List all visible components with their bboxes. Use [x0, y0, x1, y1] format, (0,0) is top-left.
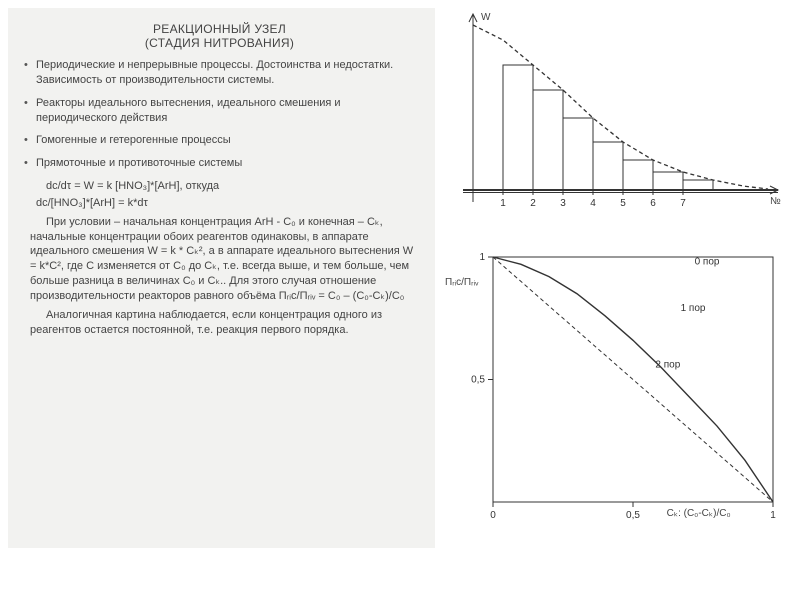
svg-text:5: 5: [620, 198, 626, 209]
chart2-x-label: Cₖ: (C₀-Cₖ)/C₀: [667, 508, 731, 519]
svg-text:4: 4: [590, 198, 596, 209]
svg-text:0,5: 0,5: [626, 510, 640, 521]
bullet-item: Периодические и непрерывные процессы. До…: [22, 58, 417, 88]
title-line-2: (СТАДИЯ НИТРОВАНИЯ): [22, 36, 417, 50]
svg-text:1: 1: [770, 510, 776, 521]
svg-text:0,5: 0,5: [471, 375, 485, 386]
charts-panel: 1 2 3 4 5 6 7 W № 0,5 1 0 0,5 1 0 пор 1 пор 2 пор Пᵣᵢс/П…: [435, 0, 800, 600]
svg-text:0: 0: [490, 510, 496, 521]
svg-text:7: 7: [680, 198, 686, 209]
title-line-1: РЕАКЦИОННЫЙ УЗЕЛ: [22, 22, 417, 36]
svg-text:3: 3: [560, 198, 566, 209]
svg-text:1: 1: [479, 252, 485, 263]
chart1-x-label: №: [770, 196, 781, 207]
formula-line-1: dc/dτ = W = k [HNO₃]*[ArH], откуда: [22, 179, 417, 194]
paragraph-2: Аналогичная картина наблюдается, если ко…: [22, 308, 417, 338]
bullet-item: Гомогенные и гетерогенные процессы: [22, 133, 417, 148]
formula-line-2: dc/[HNO₃]*[ArH] = k*dτ: [22, 196, 417, 211]
svg-text:2 пор: 2 пор: [655, 359, 680, 370]
ratio-line-chart: 0,5 1 0 0,5 1 0 пор 1 пор 2 пор Пᵣᵢс/Пᵣᵢᵥ Cₖ: (C₀…: [443, 247, 788, 532]
bullet-item: Реакторы идеального вытеснения, идеально…: [22, 96, 417, 126]
chart1-y-label: W: [481, 12, 490, 23]
svg-text:1: 1: [500, 198, 506, 209]
chart2-y-label: Пᵣᵢс/Пᵣᵢᵥ: [445, 277, 478, 288]
svg-text:1 пор: 1 пор: [681, 303, 706, 314]
svg-text:2: 2: [530, 198, 536, 209]
bullet-list: Периодические и непрерывные процессы. До…: [22, 58, 417, 171]
paragraph-1: При условии – начальная концентрация ArH…: [22, 215, 417, 304]
decay-bar-chart: 1 2 3 4 5 6 7 W №: [443, 10, 788, 225]
svg-text:0 пор: 0 пор: [695, 256, 720, 267]
svg-text:6: 6: [650, 198, 656, 209]
text-panel: РЕАКЦИОННЫЙ УЗЕЛ (СТАДИЯ НИТРОВАНИЯ) Пер…: [8, 8, 435, 548]
bullet-item: Прямоточные и противоточные системы: [22, 156, 417, 171]
